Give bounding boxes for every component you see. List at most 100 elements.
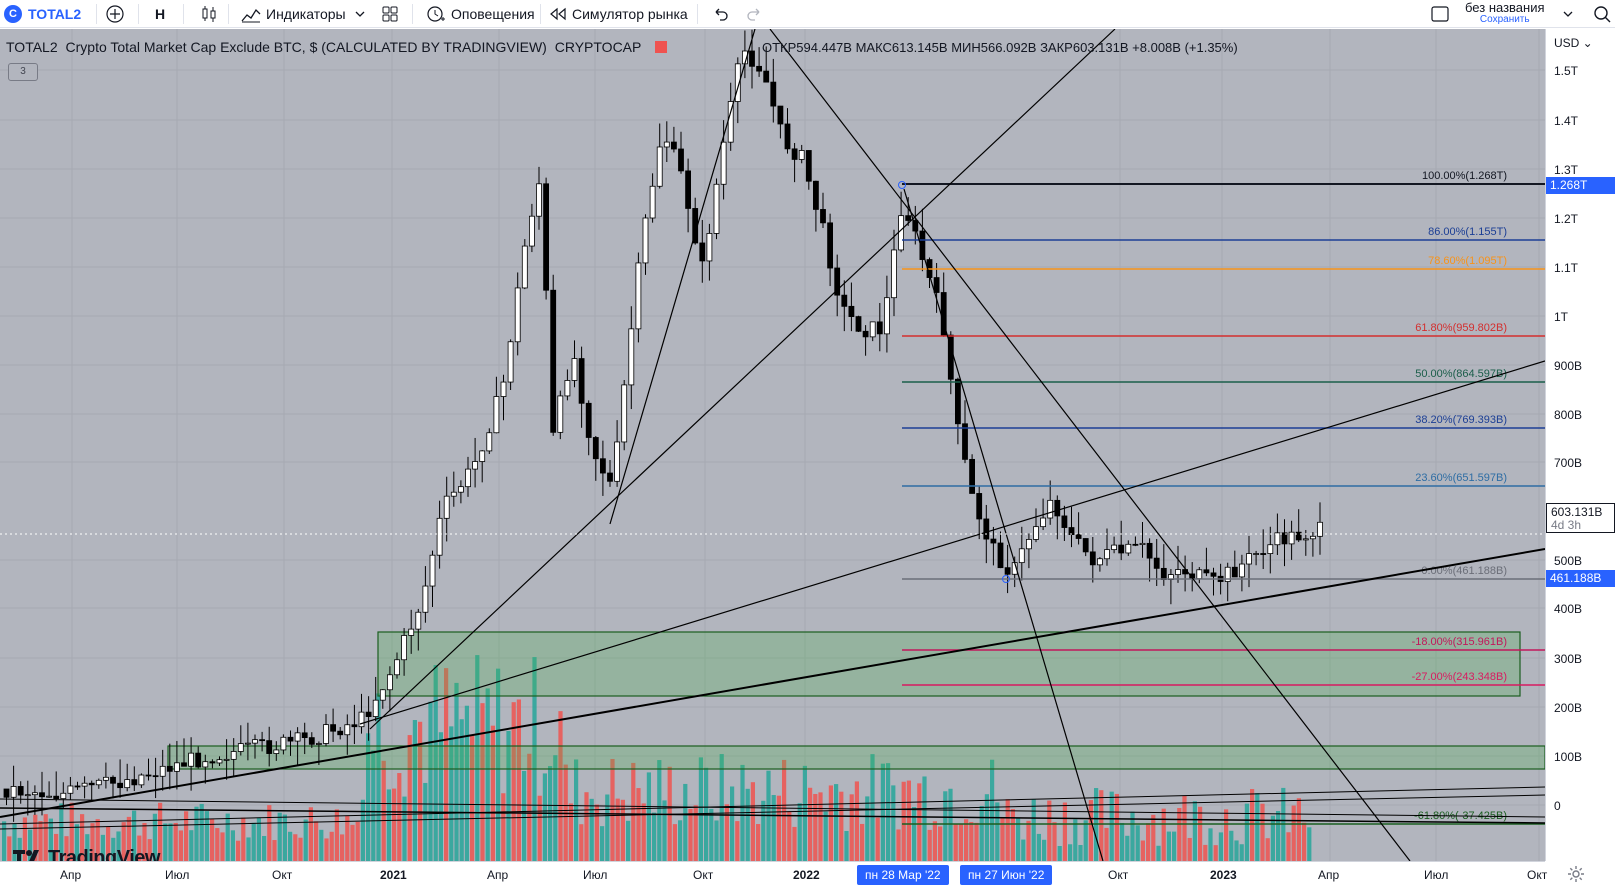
price-axis-label: 1.1T <box>1554 261 1579 275</box>
trendline-upper-channel[interactable] <box>359 360 1545 725</box>
trendline-flat-4[interactable] <box>0 798 1545 818</box>
trendline-long-support[interactable] <box>0 548 1545 818</box>
price-axis-label: 1.4T <box>1554 114 1579 128</box>
layout-menu-button[interactable] <box>1430 0 1450 28</box>
volume-bar <box>594 804 599 861</box>
candle-body <box>443 495 450 519</box>
volume-bar <box>449 726 454 861</box>
trendline-descending[interactable] <box>769 29 1411 861</box>
gear-icon[interactable] <box>1566 864 1586 884</box>
volume-bar <box>787 811 792 861</box>
chart-pane[interactable]: 100.00%(1.268T) 86.00%(1.155T) 78.60%(1.09… <box>0 29 1545 861</box>
fib-level-label: -18.00%(315.961B) <box>1412 636 1507 648</box>
candle-body <box>181 762 187 767</box>
redo-button[interactable] <box>745 0 765 28</box>
volume-bar <box>974 822 979 861</box>
time-axis[interactable]: Апр Июл Окт 2021 Апр Июл Окт 2022 Окт 2023 Апр Июл О… <box>0 861 1547 889</box>
indicators-dropdown[interactable] <box>354 0 366 28</box>
candle-body <box>465 468 471 488</box>
flag-icon[interactable] <box>655 41 667 53</box>
candle-body <box>486 432 493 452</box>
layout-dropdown[interactable] <box>1562 0 1574 28</box>
time-axis-label: 2021 <box>380 868 407 882</box>
time-axis-label: 2022 <box>793 868 820 882</box>
trendline-descending-steep[interactable] <box>903 188 1104 861</box>
compare-button[interactable] <box>105 0 125 28</box>
volume-bar <box>802 765 807 861</box>
fib-anchor-top[interactable] <box>898 181 906 189</box>
candle-body <box>209 761 216 764</box>
symbol-search-button[interactable]: C TOTAL2 <box>4 0 81 28</box>
interval-button[interactable]: Н <box>155 6 166 22</box>
volume-bar <box>860 823 865 861</box>
layout-icon <box>1431 6 1449 22</box>
volume-bar <box>652 812 657 861</box>
candle-body <box>1239 563 1245 578</box>
search-button[interactable] <box>1592 0 1612 28</box>
layouts-button[interactable] <box>380 0 400 28</box>
candle-body <box>422 585 429 613</box>
candle-body <box>3 788 10 798</box>
volume-bar <box>272 840 277 861</box>
candle-body <box>997 542 1004 569</box>
volume-bar <box>163 823 168 861</box>
alerts-button[interactable]: Оповещения <box>425 0 535 28</box>
candle-body <box>152 775 159 778</box>
volume-bar <box>709 808 714 861</box>
candle-body <box>543 183 549 291</box>
volume-bar <box>376 693 381 861</box>
demand-zone-upper[interactable] <box>377 631 1521 697</box>
legend-collapse-button[interactable]: 3 <box>8 63 38 81</box>
price-chart[interactable]: 100.00%(1.268T) 86.00%(1.155T) 78.60%(1.09… <box>0 29 1545 861</box>
replay-button[interactable]: Симулятор рынка <box>548 0 688 28</box>
volume-bar <box>662 800 667 861</box>
candle-body <box>103 776 109 781</box>
candle-body <box>244 742 251 745</box>
candle-body <box>898 215 904 251</box>
trendline-rally[interactable] <box>609 29 756 525</box>
demand-zone-lower[interactable] <box>167 745 1545 770</box>
trendline-flat-3[interactable] <box>0 807 1545 824</box>
volume-bar <box>922 776 927 861</box>
indicators-button[interactable]: Индикаторы <box>240 0 346 28</box>
time-axis-label: Июл <box>1424 868 1449 882</box>
candle-body <box>1075 534 1082 539</box>
candle-body <box>323 724 329 744</box>
layout-name-button[interactable]: без названия Сохранить <box>1465 0 1545 28</box>
volume-bar <box>1276 811 1281 861</box>
candle-body <box>1118 544 1125 554</box>
undo-button[interactable] <box>710 0 730 28</box>
price-axis[interactable]: USD ⌄ 1.5T 1.4T 1.3T 1.2T 1.1T 1T 900B 800B 700B… <box>1545 29 1615 861</box>
trendline-steep[interactable] <box>369 29 1116 730</box>
volume-bar <box>1255 793 1260 861</box>
trendline-flat-2[interactable] <box>0 794 1545 830</box>
candle-body <box>834 267 841 296</box>
fib-retracement[interactable]: 100.00%(1.268T) 86.00%(1.155T) 78.60%(1.09… <box>902 170 1545 825</box>
volume-bar <box>423 782 428 861</box>
trend-lines[interactable] <box>0 29 1545 861</box>
volume-bar <box>1291 805 1296 861</box>
candle-body <box>10 786 17 798</box>
tradingview-logo[interactable]: TradingView <box>12 847 160 861</box>
volume-bar <box>158 802 163 861</box>
volume-bar <box>95 819 100 861</box>
volume-bar <box>277 812 282 861</box>
volume-bar <box>532 657 537 861</box>
volume-bar <box>412 720 417 861</box>
candle-body <box>585 402 592 438</box>
bar-countdown: 4d 3h <box>1551 518 1582 532</box>
volume-bar <box>1161 808 1166 861</box>
volume-bar <box>657 760 662 861</box>
candle-body <box>173 762 180 772</box>
volume-bar <box>776 795 781 861</box>
candle-body <box>798 150 805 160</box>
fib-anchor-bottom[interactable] <box>1002 575 1010 583</box>
currency-label[interactable]: USD ⌄ <box>1554 36 1593 50</box>
trendline-flat-1[interactable] <box>0 786 1545 825</box>
candle-body <box>429 554 436 587</box>
chart-style-button[interactable] <box>200 0 218 28</box>
candle-body <box>138 774 145 786</box>
volume-bar <box>480 703 485 861</box>
candle-body <box>876 321 883 335</box>
volume-bar <box>1166 831 1171 861</box>
